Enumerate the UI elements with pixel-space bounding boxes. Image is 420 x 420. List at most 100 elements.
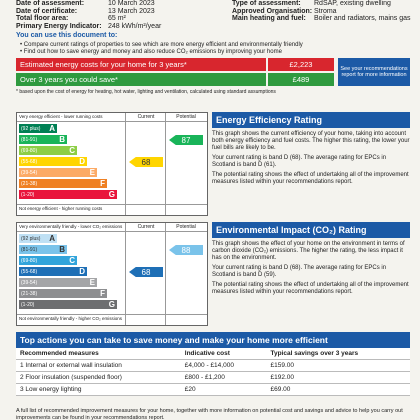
header-label: Date of certificate: [16,7,78,15]
band-letter: A [49,234,55,243]
header-value: 65 m² [108,15,126,22]
header-row: Date of certificate: 13 March 2023 [16,8,216,16]
rating-band: (1-20) G [19,300,117,309]
band-letter: B [59,245,65,254]
band-letter: G [108,190,115,199]
column-header: Typical savings over 3 years [266,348,410,360]
band-letter: G [108,300,115,309]
rating-band: (81-91) B [19,135,67,144]
column-divider [125,223,126,325]
band-range: (69-80) [21,147,38,154]
rating-band: (55-68) D [19,157,87,166]
environment-chart: Very environmentally friendly - lower CO… [16,222,208,326]
section-paragraph: The potential rating shows the effect of… [212,282,409,295]
footnote: * based upon the cost of energy for heat… [16,89,276,95]
rating-band: (55-68) D [19,267,87,276]
header-value: 13 March 2023 [108,7,155,15]
bullet: • Find out how to save energy and money … [20,49,282,55]
band-range: (21-38) [21,180,38,187]
column-divider [165,223,166,325]
rating-band: (21-38) F [19,179,107,188]
table-cell: £20 [180,383,267,396]
row-divider [17,121,207,122]
rating-band: (81-91) B [19,245,67,254]
header-row: Approved Organisation: Stroma [232,8,412,16]
section-paragraph: Your current rating is band D (68). The … [212,265,387,278]
band-range: (1-20) [21,191,35,198]
rating-arrow: 88 [169,245,203,255]
section-paragraph: This graph shows the current efficiency … [212,131,410,151]
band-letter: B [59,135,65,144]
header-label: Date of assessment: [16,0,85,7]
rating-band: (39-54) E [19,168,97,177]
chart-bottom-label: Not energy efficient - higher running co… [19,206,103,211]
band-range: (69-80) [21,257,38,264]
actions-title: Top actions you can take to save money a… [16,332,410,348]
section-paragraph: Your current rating is band D (68). The … [212,155,387,168]
band-range: (39-54) [21,279,38,286]
rating-band: (39-54) E [19,278,97,287]
header-label: Primary Energy Indicator: [16,22,102,30]
band-letter: E [89,278,95,287]
rating-arrow: 87 [169,135,203,145]
section-paragraph: The potential rating shows the effect of… [212,172,409,185]
header-label: Type of assessment: [232,0,301,7]
report-note: See your recommendations report for more… [338,58,410,86]
table-cell: £800 - £1,200 [180,371,267,384]
environment-text: Environmental Impact (CO₂) Rating This gr… [212,222,410,299]
potential-header: Potential [176,114,196,120]
band-letter: C [69,146,75,155]
actions-footer: A full list of recommended improvement m… [16,408,403,420]
table-cell: 3 Low energy lighting [16,383,181,396]
table-row: 3 Low energy lighting £20 £69.00 [16,383,410,396]
header-row: Main heating and fuel: Boiler and radiato… [232,15,412,23]
table-cell: 1 Internal or external wall insulation [16,359,181,372]
rating-band: (21-38) F [19,289,107,298]
bullet: • Compare current ratings of properties … [20,42,303,48]
table-cell: £159.00 [266,359,410,372]
band-range: (81-91) [21,246,38,253]
table-row: 1 Internal or external wall insulation £4… [16,359,410,372]
rating-arrow: 68 [129,157,163,167]
bullet-text: Compare current ratings of properties to… [23,42,303,48]
band-range: (55-68) [21,158,38,165]
header-value: 248 kWh/m²/year [108,22,162,30]
rating-band: (92 plus) A [19,124,57,133]
table-cell: £4,000 - £14,000 [180,359,267,372]
current-header: Current [137,114,155,120]
rating-arrow: 68 [129,267,163,277]
rating-band: (69-80) C [19,256,77,265]
chart-top-label: Very energy efficient - lower running co… [19,114,103,119]
row-divider [17,204,207,205]
estimate-label: Estimated energy costs for your home for… [20,60,187,69]
row-divider [17,314,207,315]
save-value: £489 [268,73,334,86]
potential-header: Potential [176,224,196,230]
header-row: Primary Energy Indicator: 248 kWh/m²/year [16,23,216,31]
row-divider [17,231,207,232]
band-range: (92 plus) [21,125,41,132]
header-right: Type of assessment: RdSAP, existing dwell… [232,0,412,23]
column-header: Indicative cost [180,348,267,360]
header-label: Approved Organisation: [232,7,313,15]
band-letter: A [49,124,55,133]
bullet-text: Find out how to save energy and money an… [23,49,282,55]
section-title: Energy Efficiency Rating [212,112,410,128]
band-range: (81-91) [21,136,38,143]
chart-top-label: Very environmentally friendly - lower CO… [19,224,123,229]
save-bar: Over 3 years you could save* [16,73,266,86]
column-header: Recommended measures [16,348,181,360]
table-cell: 2 Floor insulation (suspended floor) [16,371,181,384]
table-cell: £69.00 [266,383,410,396]
header-value: 10 March 2023 [108,0,155,7]
band-range: (1-20) [21,301,35,308]
header-row: Total floor area: 65 m² [16,15,216,23]
band-range: (92 plus) [21,235,41,242]
band-letter: E [89,168,95,177]
band-range: (55-68) [21,268,38,275]
header-left: Date of assessment: 10 March 2023 Date of … [16,0,216,30]
band-letter: F [100,289,105,298]
rating-band: (92 plus) A [19,234,57,243]
band-letter: D [79,157,85,166]
